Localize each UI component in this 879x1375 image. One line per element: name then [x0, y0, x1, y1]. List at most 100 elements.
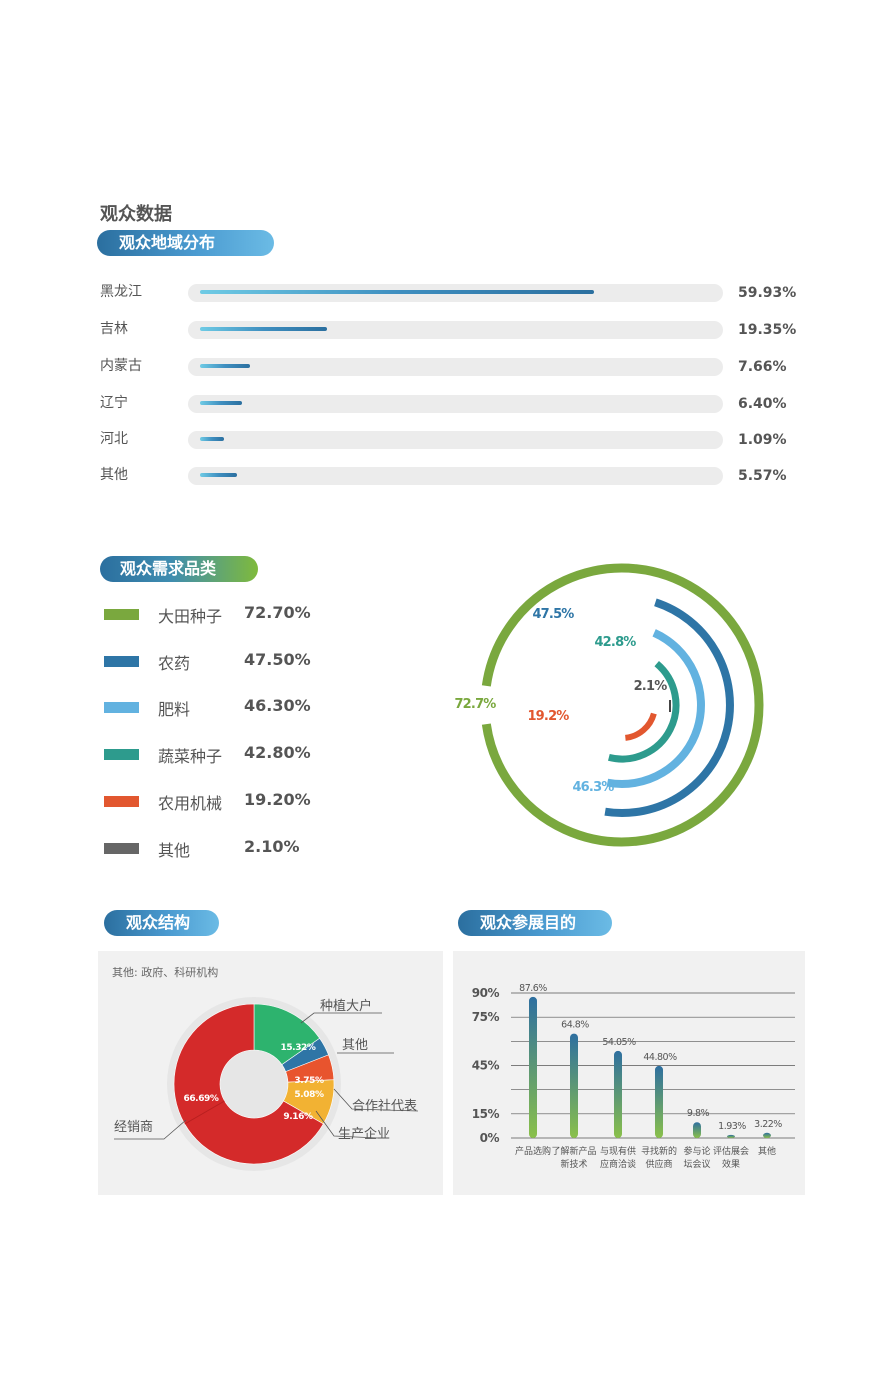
donut-slice [173, 1003, 324, 1165]
demand-swatch [104, 656, 139, 667]
donut-category-label: 经销商 [114, 1120, 153, 1135]
demand-ring-label: 42.8% [594, 635, 636, 650]
donut-pct-label: 3.75% [294, 1076, 324, 1086]
region-row: 黑龙江 59.93% [100, 281, 820, 303]
purpose-panel [453, 951, 805, 1195]
demand-ring-label: 72.7% [454, 697, 496, 712]
x-category-label: 效果 [722, 1158, 740, 1170]
purpose-bar [655, 1065, 663, 1138]
purpose-bar [727, 1134, 735, 1138]
region-fill [200, 401, 243, 405]
region-track [188, 467, 723, 485]
region-row: 辽宁 6.40% [100, 392, 820, 414]
purpose-heading: 观众参展目的 [458, 910, 612, 936]
demand-swatch [104, 796, 139, 807]
region-label: 其他 [100, 467, 128, 483]
donut-pct-label: 15.32% [280, 1043, 315, 1053]
demand-legend-item: 蔬菜种子 42.80% [104, 743, 364, 766]
bar-value-label: 9.8% [687, 1108, 710, 1119]
demand-legend-item: 其他 2.10% [104, 837, 364, 860]
region-track [188, 284, 723, 302]
demand-radial-chart: 72.7% 47.5% 42.8% 2.1% 19.2% 46.3% [454, 563, 764, 847]
demand-ring-label: 47.5% [532, 607, 574, 622]
region-value: 6.40% [738, 396, 787, 412]
demand-ring-label: 2.1% [634, 679, 668, 694]
y-tick-label: 0% [480, 1131, 500, 1145]
demand-value: 2.10% [244, 837, 300, 856]
purpose-bar [693, 1122, 701, 1138]
bar-value-label: 64.8% [561, 1020, 589, 1031]
demand-value: 19.20% [244, 790, 311, 809]
donut-leader-line [315, 1110, 379, 1139]
y-tick-label: 75% [472, 1010, 500, 1024]
demand-ring-4 [608, 660, 680, 763]
demand-ring-5 [624, 712, 657, 741]
donut-category-label: 其他 [342, 1038, 368, 1053]
donut-pct-label: 66.69% [183, 1094, 218, 1104]
region-fill [200, 473, 237, 477]
demand-swatch [104, 702, 139, 713]
region-heading: 观众地域分布 [97, 230, 274, 256]
demand-ring-3 [606, 629, 705, 788]
region-row: 吉林 19.35% [100, 318, 820, 340]
x-category-label: 应商洽谈 [600, 1158, 636, 1170]
region-fill [200, 437, 224, 441]
region-row: 其他 5.57% [100, 464, 820, 486]
y-tick-label: 45% [472, 1059, 500, 1073]
x-category-label: 产品选购 [515, 1145, 551, 1157]
region-track [188, 395, 723, 413]
x-category-label: 与现有供 [600, 1145, 636, 1157]
purpose-bar [529, 996, 537, 1138]
x-category-label: 坛会议 [683, 1158, 710, 1170]
donut-category-label: 种植大户 [320, 998, 372, 1014]
structure-note: 其他: 政府、科研机构 [112, 966, 219, 979]
donut-pct-label: 5.08% [294, 1090, 324, 1100]
demand-label: 蔬菜种子 [158, 747, 223, 766]
x-category-label: 新技术 [560, 1158, 587, 1170]
demand-swatch [104, 609, 139, 620]
bar-value-label: 3.22% [754, 1119, 782, 1130]
x-category-label: 供应商 [645, 1158, 672, 1170]
structure-donut-chart: 15.32% 3.75% 5.08% 9.16% 66.69% 种植大户其他合作社代表生产… [114, 997, 419, 1171]
purpose-bar [570, 1033, 578, 1138]
demand-label: 农用机械 [158, 794, 223, 813]
x-category-label: 了解新产品 [551, 1145, 596, 1157]
structure-heading: 观众结构 [104, 910, 219, 936]
y-tick-label: 90% [472, 986, 500, 1000]
region-fill [200, 327, 328, 331]
demand-ring-2 [604, 598, 734, 817]
bar-value-label: 87.6% [519, 983, 547, 994]
bar-value-label: 54.05% [602, 1037, 636, 1048]
demand-swatch [104, 843, 139, 854]
region-label: 吉林 [100, 321, 128, 337]
demand-value: 47.50% [244, 650, 311, 669]
donut-leader-line [300, 1012, 382, 1024]
region-track [188, 431, 723, 449]
bar-value-label: 1.93% [718, 1121, 746, 1132]
region-value: 7.66% [738, 359, 787, 375]
region-fill [200, 364, 251, 368]
region-row: 河北 1.09% [100, 428, 820, 450]
demand-value: 72.70% [244, 603, 311, 622]
x-category-label: 参与论 [683, 1145, 710, 1157]
donut-category-label: 生产企业 [338, 1126, 390, 1142]
demand-label: 肥料 [158, 700, 191, 719]
donut-leader-line [114, 1119, 187, 1140]
x-category-label: 寻找新的 [641, 1145, 677, 1157]
demand-ring-label: 19.2% [527, 709, 569, 724]
region-value: 5.57% [738, 468, 787, 484]
region-label: 内蒙古 [100, 358, 142, 374]
purpose-bar [614, 1050, 622, 1138]
demand-legend-item: 肥料 46.30% [104, 696, 364, 719]
purpose-bar [763, 1132, 771, 1138]
region-track [188, 358, 723, 376]
demand-swatch [104, 749, 139, 760]
region-value: 1.09% [738, 432, 787, 448]
demand-value: 46.30% [244, 696, 311, 715]
donut-slice-divider [184, 1100, 225, 1125]
demand-ring-label: 46.3% [572, 780, 614, 795]
bar-value-label: 44.80% [643, 1052, 677, 1063]
demand-ring-1 [481, 563, 764, 847]
region-label: 黑龙江 [100, 284, 142, 300]
